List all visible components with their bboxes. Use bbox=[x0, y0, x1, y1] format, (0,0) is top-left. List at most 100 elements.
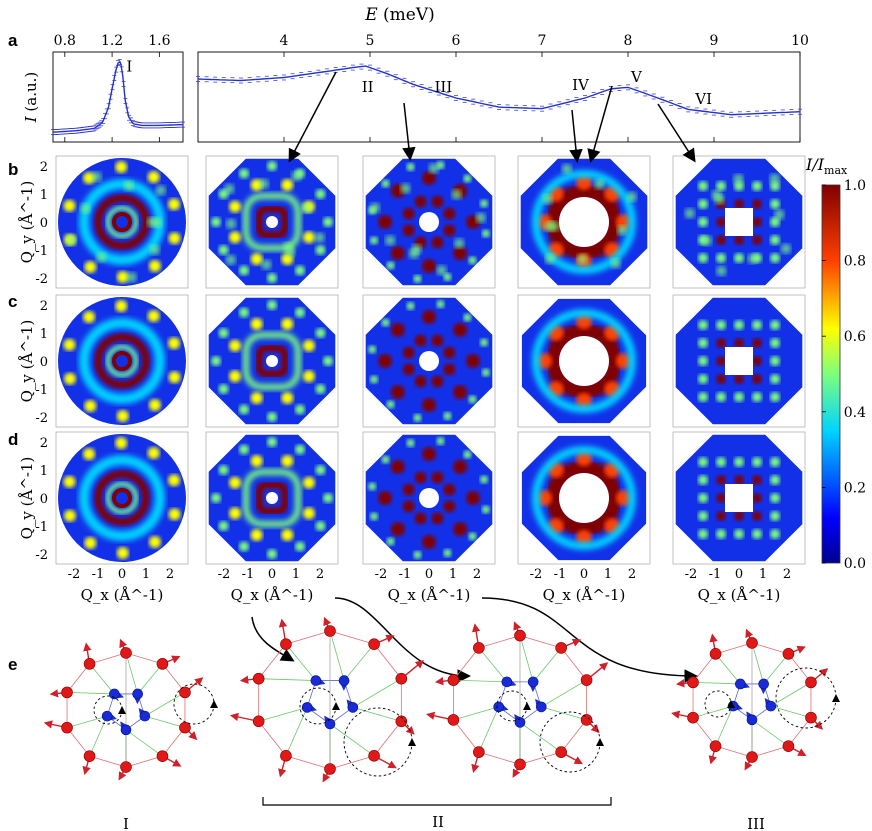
intensity-spot bbox=[302, 231, 315, 244]
intensity-spot bbox=[414, 195, 427, 208]
outer-spin bbox=[156, 750, 169, 762]
x-tick-label: 10 bbox=[791, 33, 809, 49]
noise-blob bbox=[408, 248, 419, 259]
peak-label-VI: VI bbox=[694, 90, 712, 108]
intensity-spot bbox=[734, 511, 744, 521]
intensity-spot bbox=[315, 189, 326, 199]
bond-line bbox=[285, 707, 308, 756]
bond-line bbox=[692, 653, 716, 683]
x-tick-label: 1.6 bbox=[148, 33, 170, 49]
heatmap-body bbox=[58, 434, 186, 562]
intensity-spot bbox=[463, 174, 472, 183]
center-mask bbox=[725, 484, 753, 512]
intensity-spot bbox=[698, 392, 708, 402]
intensity-spot bbox=[479, 338, 488, 347]
bond-line bbox=[89, 652, 127, 665]
intensity-ring bbox=[243, 193, 301, 251]
intensity-spot bbox=[479, 199, 488, 208]
intensity-spot bbox=[239, 541, 249, 552]
intensity-spot bbox=[83, 447, 96, 460]
intensity-spot bbox=[413, 274, 422, 283]
panel-label-d: d bbox=[8, 430, 18, 449]
heatmap-b-4 bbox=[517, 155, 651, 289]
heatmap-d-1 bbox=[55, 431, 189, 565]
intensity-spot bbox=[752, 392, 762, 402]
peak-label-IV: IV bbox=[572, 76, 590, 94]
y-tick-label: 2 bbox=[40, 160, 48, 175]
colorbar-tick-label: 0.4 bbox=[844, 405, 866, 421]
intensity-spot bbox=[422, 447, 436, 461]
bond-line bbox=[560, 647, 587, 681]
noise-blob bbox=[400, 183, 411, 194]
outer-spin bbox=[473, 642, 485, 654]
bond-line bbox=[144, 715, 186, 729]
intensity-spot bbox=[315, 328, 326, 338]
bond-line bbox=[478, 706, 500, 753]
axes-frame bbox=[55, 431, 189, 565]
intensity-spot bbox=[370, 512, 379, 521]
y-tick-label: 0 bbox=[40, 216, 48, 231]
intensity-spot bbox=[770, 356, 780, 366]
heatmap-body bbox=[675, 158, 803, 286]
intensity-spot bbox=[698, 338, 708, 348]
outer-spin bbox=[280, 750, 292, 762]
heatmap-background bbox=[58, 158, 186, 286]
bond-line bbox=[693, 681, 741, 685]
intensity-spot bbox=[239, 168, 249, 179]
intensity-spot bbox=[302, 370, 315, 383]
axes-frame bbox=[52, 51, 184, 143]
intensity-ring bbox=[532, 170, 636, 274]
intensity-spot bbox=[422, 259, 436, 273]
x-tick-label: 0 bbox=[268, 567, 276, 582]
axes-frame bbox=[672, 294, 806, 428]
intensity-spot bbox=[147, 447, 160, 460]
intensity-ring bbox=[546, 323, 622, 399]
bond-line bbox=[453, 719, 480, 753]
x-tick-label: 1 bbox=[759, 567, 767, 582]
bond-line bbox=[162, 727, 186, 757]
intensity-spot bbox=[752, 493, 762, 503]
bond-line bbox=[541, 706, 587, 721]
peak-to-map-arrow bbox=[569, 109, 583, 163]
intensity-spot bbox=[770, 392, 780, 402]
bond-line bbox=[770, 705, 812, 719]
outer-spin bbox=[61, 721, 73, 734]
bond-line bbox=[541, 679, 587, 708]
intensity-spot bbox=[716, 529, 726, 539]
intensity-spot bbox=[479, 475, 488, 484]
intensity-spot bbox=[716, 235, 726, 245]
intensity-spot bbox=[168, 232, 181, 245]
noise-blob bbox=[428, 163, 439, 174]
intensity-spot bbox=[716, 392, 726, 402]
intensity-spot bbox=[315, 384, 326, 394]
intensity-spot bbox=[436, 437, 445, 446]
intensity-spot bbox=[716, 217, 726, 227]
intensity-spot bbox=[716, 475, 726, 485]
outer-spin bbox=[61, 686, 73, 699]
intensity-spot bbox=[443, 483, 456, 496]
intensity-spot bbox=[413, 550, 422, 559]
intensity-spot bbox=[443, 500, 456, 513]
intensity-spot bbox=[431, 195, 444, 208]
intensity-ring bbox=[255, 344, 289, 378]
noise-blob bbox=[66, 235, 77, 246]
intensity-spot bbox=[168, 337, 181, 350]
outer-spin bbox=[709, 740, 722, 752]
inner-spin bbox=[301, 702, 313, 713]
heatmap-d-4 bbox=[517, 431, 651, 565]
intensity-spot bbox=[468, 532, 477, 541]
intensity-spot bbox=[431, 375, 444, 388]
outer-spin bbox=[782, 648, 795, 660]
bond-line bbox=[788, 653, 812, 683]
intensity-spot bbox=[115, 437, 128, 450]
intensity-spot bbox=[698, 199, 708, 209]
intensity-spot bbox=[239, 444, 249, 455]
intensity-spot bbox=[386, 400, 395, 409]
intensity-ring bbox=[112, 351, 132, 371]
intensity-spot bbox=[211, 493, 221, 503]
bond-line bbox=[453, 706, 499, 721]
intensity-spot bbox=[453, 246, 468, 261]
x-tick-label: -1 bbox=[709, 567, 722, 582]
heatmap-b-5 bbox=[672, 155, 806, 289]
noise-blob bbox=[747, 253, 758, 264]
